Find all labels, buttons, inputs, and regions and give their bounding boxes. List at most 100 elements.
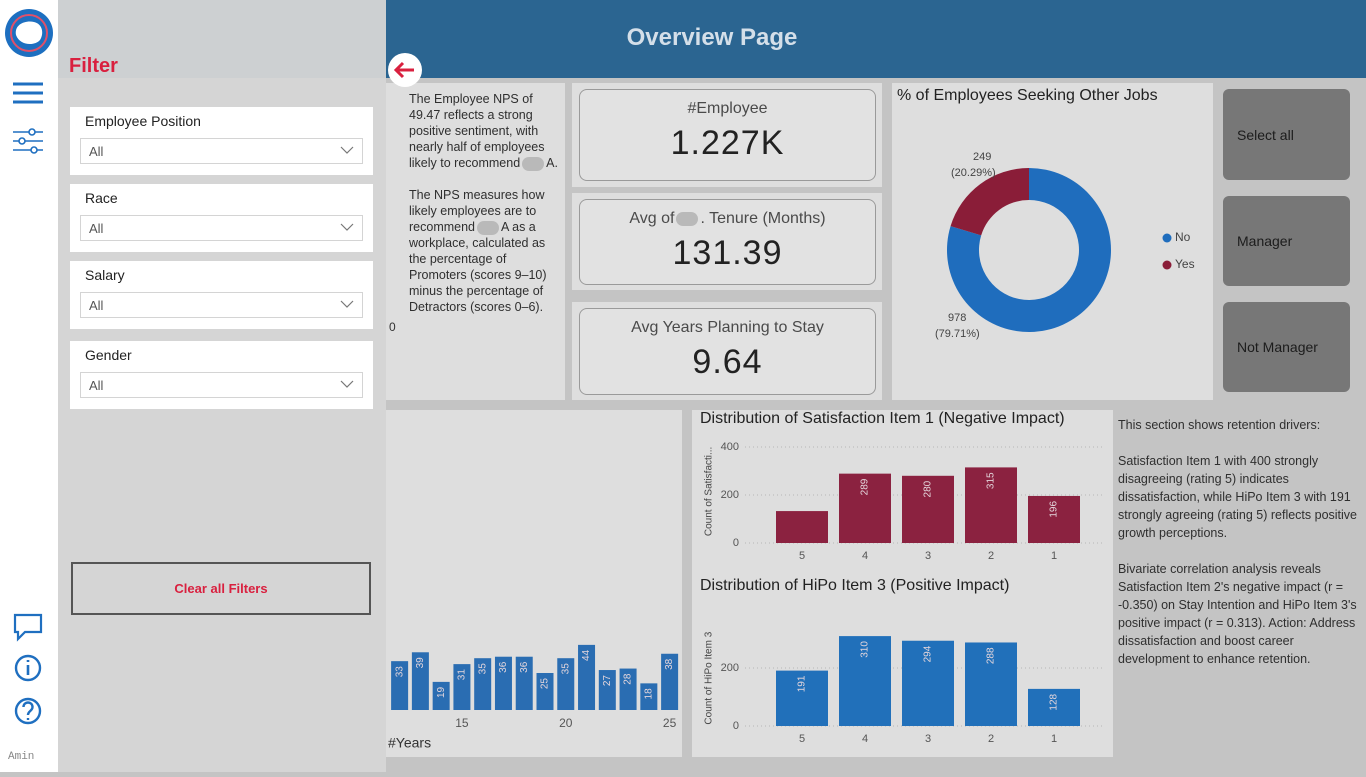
info-icon[interactable] — [14, 654, 42, 682]
filter-dropdown[interactable]: All — [80, 292, 363, 318]
chevron-path — [340, 223, 354, 231]
logo-mark — [15, 21, 43, 45]
bar — [776, 511, 828, 543]
filter-label: Gender — [85, 347, 132, 363]
x-tick-label: 3 — [925, 733, 931, 745]
redaction — [676, 211, 699, 226]
note-text: The Employee NPS of 49.47 reflects a str… — [409, 92, 545, 170]
bar — [391, 661, 409, 710]
dropdown-value: All — [89, 144, 104, 159]
kpi-label-text: Avg of — [629, 210, 675, 227]
sidebar-icons — [5, 9, 53, 725]
bar-value-label: 19 — [436, 686, 447, 698]
note-paragraph: The Employee NPS of 49.47 reflects a str… — [409, 91, 561, 171]
kpi-label: Avg Years Planning to Stay — [580, 319, 875, 337]
kpi-card: Avg of . Tenure (Months) 131.39 — [572, 193, 882, 290]
donut-card — [892, 83, 1213, 400]
bar — [494, 656, 512, 710]
bar-value-label: 27 — [602, 675, 613, 687]
x-tick-label: 1 — [1051, 733, 1057, 745]
filter-label: Salary — [85, 267, 125, 283]
legend-label: Yes — [1175, 257, 1195, 271]
chart-title: Distribution of Satisfaction Item 1 (Neg… — [700, 410, 1065, 427]
insight-paragraph: Satisfaction Item 1 with 400 strongly di… — [1118, 454, 1358, 540]
bar — [902, 475, 954, 543]
bar-value-label: 38 — [664, 658, 675, 670]
kpi-label: #Employee — [580, 100, 875, 118]
nps-note: The Employee NPS of 49.47 reflects a str… — [409, 91, 561, 331]
arrow-icon — [393, 61, 414, 79]
slicer-button[interactable]: Not Manager — [1223, 302, 1350, 392]
insight-paragraph: This section shows retention drivers: — [1118, 418, 1321, 432]
bar — [839, 636, 891, 726]
filter-dropdown[interactable]: All — [80, 372, 363, 398]
help-glyph — [22, 701, 34, 720]
menu-icon[interactable] — [13, 82, 43, 104]
clear-filters-button[interactable]: Clear all Filters — [71, 562, 371, 615]
note-paragraph: The NPS measures how likely employees ar… — [409, 187, 561, 315]
bar-value-label: 36 — [519, 661, 530, 673]
filter-field: Gender All — [70, 341, 373, 409]
bar — [640, 683, 658, 710]
y-tick-label: 200 — [721, 662, 739, 674]
x-tick-label: 2 — [988, 550, 994, 562]
bar-value-label: 31 — [457, 669, 468, 681]
dropdown-value: All — [89, 221, 104, 236]
redaction — [477, 220, 499, 235]
comment-icon[interactable] — [13, 613, 43, 642]
bar — [515, 656, 533, 710]
legend-marker — [1162, 260, 1172, 270]
chevron-path — [340, 300, 354, 308]
chevron-path — [340, 146, 354, 154]
x-tick-label: 4 — [862, 550, 868, 562]
bar-value-label: 44 — [581, 649, 592, 661]
slicer-button[interactable]: Manager — [1223, 196, 1350, 286]
x-tick-label: 3 — [925, 550, 931, 562]
filter-dropdown[interactable]: All — [80, 215, 363, 241]
slice-value-label: 978 — [948, 312, 966, 324]
x-tick-label: 2 — [988, 733, 994, 745]
kpi-card: Avg Years Planning to Stay 9.64 — [572, 302, 882, 400]
filter-label: Employee Position — [85, 113, 201, 129]
collapse-button[interactable] — [388, 52, 424, 88]
bar-value-label: 25 — [540, 678, 551, 690]
bar — [411, 652, 429, 710]
kpi-label: Avg of . Tenure (Months) — [580, 210, 875, 228]
chevron — [340, 146, 354, 154]
insights-text: This section shows retention drivers: Sat… — [1118, 416, 1362, 686]
bar-value-label: 288 — [986, 647, 997, 664]
dropdown-value: All — [89, 298, 104, 313]
chevron — [340, 380, 354, 388]
slicer-button[interactable]: Select all — [1223, 89, 1350, 180]
bar-value-label: 36 — [498, 661, 509, 673]
kpi-value: 1.227K — [670, 124, 785, 162]
filter-field: Race All — [70, 184, 373, 252]
bar — [598, 670, 616, 710]
kpi-value: 131.39 — [672, 234, 783, 272]
filter-icon[interactable] — [13, 128, 43, 154]
user-name: Amin — [8, 751, 35, 763]
bar — [432, 681, 450, 710]
x-tick-label: 15 — [455, 716, 469, 730]
filter-label: Race — [85, 190, 118, 206]
donut-slice — [950, 168, 1029, 236]
filter-dropdown[interactable]: All — [80, 138, 363, 164]
kpi-box: #Employee 1.227K — [579, 89, 876, 181]
bar-value-label: 39 — [415, 657, 426, 669]
redaction — [522, 156, 545, 171]
donut-slice — [946, 168, 1111, 333]
bar — [661, 653, 679, 710]
gauge-min-label: 0 — [389, 320, 396, 334]
filter-field: Employee Position All — [70, 107, 373, 175]
help-icon[interactable] — [14, 697, 42, 725]
bar — [965, 642, 1017, 726]
bar-value-label: 310 — [860, 641, 871, 658]
y-tick-label: 0 — [733, 720, 739, 732]
bar-value-label: 294 — [923, 645, 934, 662]
kpi-label-text: . Tenure (Months) — [700, 210, 826, 227]
note-text: A. — [546, 156, 558, 170]
chevron-path — [340, 380, 354, 388]
x-tick-label: 5 — [799, 733, 805, 745]
